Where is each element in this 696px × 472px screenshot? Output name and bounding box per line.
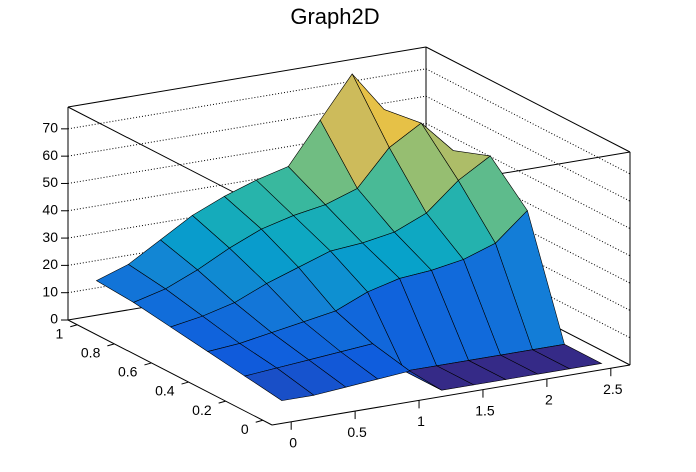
- z-tick-label: 60: [42, 147, 58, 163]
- y-tick: [70, 324, 78, 328]
- x-tick-label: 0: [289, 434, 297, 450]
- y-tick-label: 0.8: [81, 345, 101, 361]
- grid-line: [425, 95, 631, 202]
- x-tick-label: 2: [545, 392, 553, 408]
- box-edge: [425, 46, 631, 153]
- z-tick-label: 10: [42, 283, 58, 299]
- y-tick-label: 0.6: [118, 364, 138, 380]
- grid-line: [425, 68, 631, 175]
- grid-line: [67, 204, 427, 266]
- x-tick-label: 2.5: [603, 381, 623, 397]
- z-tick-label: 40: [42, 201, 58, 217]
- y-tick-label: 0: [241, 421, 249, 437]
- grid-line: [67, 122, 427, 184]
- y-tick: [144, 362, 152, 366]
- grid-line: [425, 123, 631, 229]
- z-tick-label: 70: [42, 120, 58, 136]
- x-tick-label: 1: [417, 413, 425, 429]
- y-tick: [181, 381, 189, 385]
- grid-line: [67, 177, 427, 239]
- grid-line: [425, 150, 631, 257]
- grid-line: [67, 95, 427, 157]
- y-tick-label: 1: [55, 325, 63, 341]
- y-tick: [218, 400, 226, 404]
- z-tick-label: 50: [42, 174, 58, 190]
- x-axis: [271, 364, 631, 426]
- chart-title: Graph2D: [290, 4, 379, 29]
- grid-line: [67, 68, 427, 130]
- z-tick-label: 0: [50, 311, 58, 327]
- x-tick-label: 1.5: [475, 402, 495, 418]
- x-tick-label: 0.5: [347, 424, 367, 440]
- z-tick-label: 30: [42, 229, 58, 245]
- y-tick-label: 0.2: [192, 402, 212, 418]
- surface-cell: [244, 367, 315, 401]
- y-axis: [67, 319, 273, 426]
- z-tick-label: 20: [42, 256, 58, 272]
- y-tick-label: 0.4: [155, 383, 175, 399]
- y-tick: [107, 343, 115, 347]
- box-edge: [67, 46, 427, 108]
- y-tick: [255, 419, 263, 423]
- grid-line: [67, 150, 427, 212]
